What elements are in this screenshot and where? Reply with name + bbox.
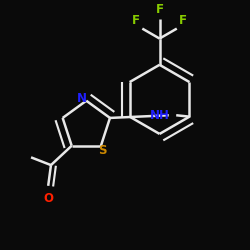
Text: F: F [156,4,164,16]
Text: F: F [132,14,140,28]
Text: NH: NH [150,109,170,122]
Text: N: N [77,92,87,105]
Text: F: F [179,14,187,28]
Text: O: O [43,192,53,205]
Text: S: S [98,144,106,157]
